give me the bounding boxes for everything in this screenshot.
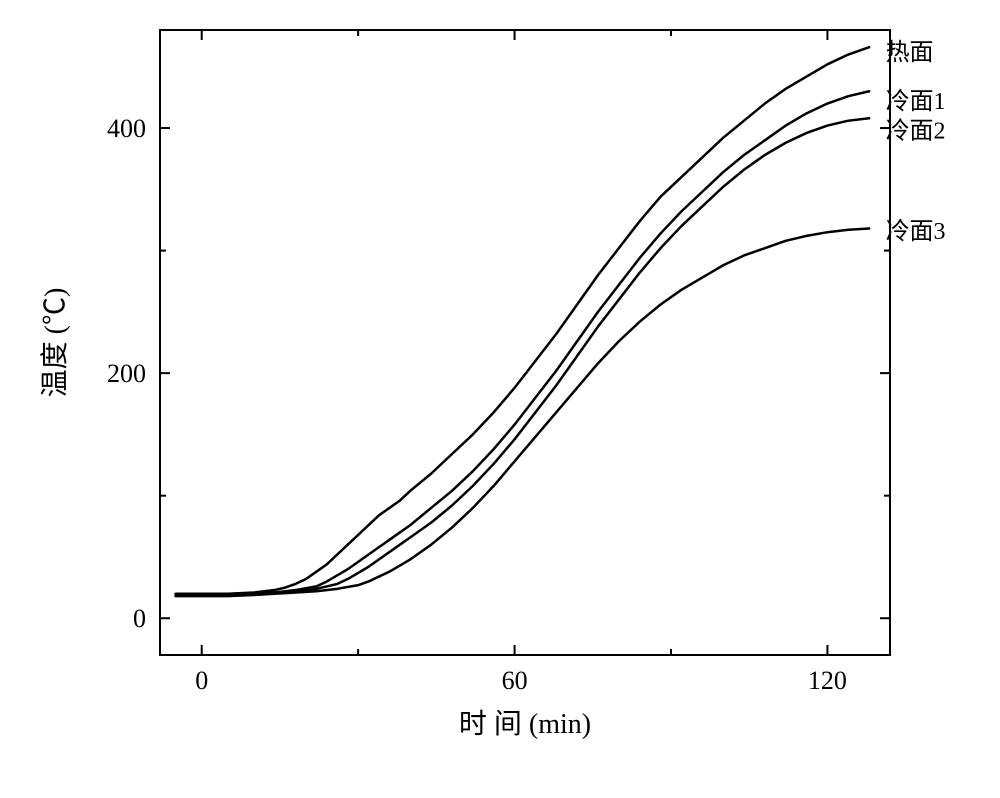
y-tick-label: 400	[107, 114, 146, 143]
temperature-time-chart: 0 60 120 0 200 400 热面冷面1冷面2 冷面3 时 间 (min) 温度 (℃)	[0, 0, 1000, 798]
x-tick-label: 60	[502, 666, 528, 695]
series-label-热面: 热面	[886, 39, 934, 66]
y-tick-label: 0	[133, 604, 146, 633]
x-tick-label: 120	[808, 666, 847, 695]
series-label-冷面2: 冷面2	[886, 117, 946, 144]
x-tick-label: 0	[195, 666, 208, 695]
y-axis-label: 温度 (℃)	[39, 288, 71, 398]
series-label-冷面1: 冷面1	[886, 88, 946, 115]
series-label-冷面3: 冷面3	[886, 218, 946, 245]
x-axis-label: 时 间 (min)	[459, 708, 591, 740]
y-tick-label: 200	[107, 359, 146, 388]
